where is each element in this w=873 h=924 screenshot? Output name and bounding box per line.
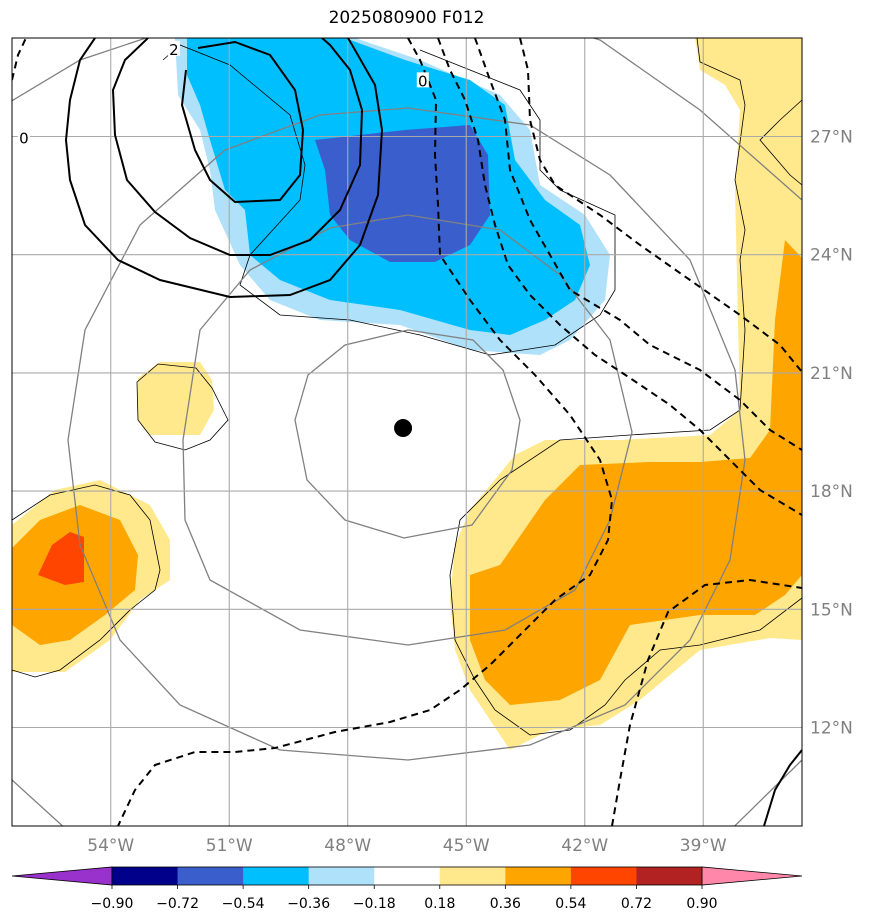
shade-yellow-small <box>138 362 214 435</box>
colorbar-tick-label: −0.90 <box>91 896 134 912</box>
solid-contour-2 <box>180 40 305 204</box>
solid-contour-1 <box>111 38 364 256</box>
colorbar-segment <box>177 867 244 885</box>
outline-contour-small <box>136 363 229 451</box>
colorbar-tick-label: 0.90 <box>686 896 717 912</box>
colorbar-tick-label: −0.36 <box>287 896 330 912</box>
dashed-contour-6 <box>611 578 802 826</box>
colorbar-segment <box>570 867 637 885</box>
lat-tick-label: 15°N <box>810 600 853 620</box>
lon-tick-label: 54°W <box>87 836 134 856</box>
dashed-contour-1 <box>117 38 614 826</box>
lon-tick-label: 39°W <box>680 836 727 856</box>
colorbar-tick-label: 0.36 <box>490 896 521 912</box>
colorbar-segment <box>308 867 375 885</box>
colorbar-tick-label: −0.72 <box>156 896 199 912</box>
range-ring-2 <box>182 214 633 646</box>
dashed-contour-2 <box>437 38 802 516</box>
shade-darkblue <box>315 125 490 262</box>
colorbar-segment <box>112 867 179 885</box>
map-frame <box>11 37 803 827</box>
contour-label-bg <box>416 72 429 88</box>
colorbar: −0.90 −0.72 −0.54 −0.36 −0.18 0.18 0.36 0.54 0.7… <box>11 866 803 912</box>
lat-tick-label: 24°N <box>810 246 853 266</box>
contour-label-bg <box>167 40 180 56</box>
lon-tick-label: 42°W <box>561 836 608 856</box>
outline-contour-north <box>162 44 616 356</box>
range-ring-3 <box>67 107 746 761</box>
colorbar-segment <box>439 867 506 885</box>
lon-tick-label: 51°W <box>206 836 253 856</box>
storm-center-marker <box>394 419 413 438</box>
contour-label: 2 <box>169 41 179 59</box>
colorbar-segment <box>636 867 703 885</box>
dashed-contour-4 <box>519 38 802 373</box>
outline-contour-east2 <box>759 38 802 186</box>
shade-orange-east <box>470 240 802 705</box>
shade-redorange <box>38 532 84 585</box>
lat-tick-label: 12°N <box>810 719 853 739</box>
dashed-contour-3 <box>474 38 802 451</box>
map-gridlines <box>12 38 802 826</box>
colorbar-tick-label: −0.54 <box>222 896 265 912</box>
outline-contour-west <box>12 484 161 678</box>
colorbar-tick-label: 0.72 <box>621 896 652 912</box>
map-title: 2025080900 F012 <box>328 8 485 28</box>
colorbar-segment <box>505 867 572 885</box>
range-ring-1 <box>294 329 521 539</box>
colorbar-tick-label: −0.18 <box>353 896 396 912</box>
colorbar-segment <box>374 867 441 885</box>
colorbar-segment <box>243 867 310 885</box>
outline-contour-east <box>449 38 802 736</box>
dashed-contour-5 <box>12 38 27 81</box>
contour-label: 0 <box>19 129 29 147</box>
lat-tick-label: 18°N <box>810 482 853 502</box>
colorbar-extend-low <box>11 866 113 886</box>
lat-tick-label: 27°N <box>810 128 853 148</box>
lat-tick-label: 21°N <box>810 364 853 384</box>
contour-label: 0 <box>418 72 428 90</box>
contour-label-bg <box>17 129 30 145</box>
solid-contour-3 <box>763 749 802 826</box>
colorbar-border <box>111 866 703 886</box>
colorbar-tick-label: 0.54 <box>555 896 586 912</box>
lon-tick-label: 45°W <box>443 836 490 856</box>
colorbar-tick-label: 0.18 <box>424 896 455 912</box>
solid-contour-0 <box>64 38 384 299</box>
lon-tick-label: 48°W <box>324 836 371 856</box>
colorbar-extend-high <box>701 866 803 886</box>
